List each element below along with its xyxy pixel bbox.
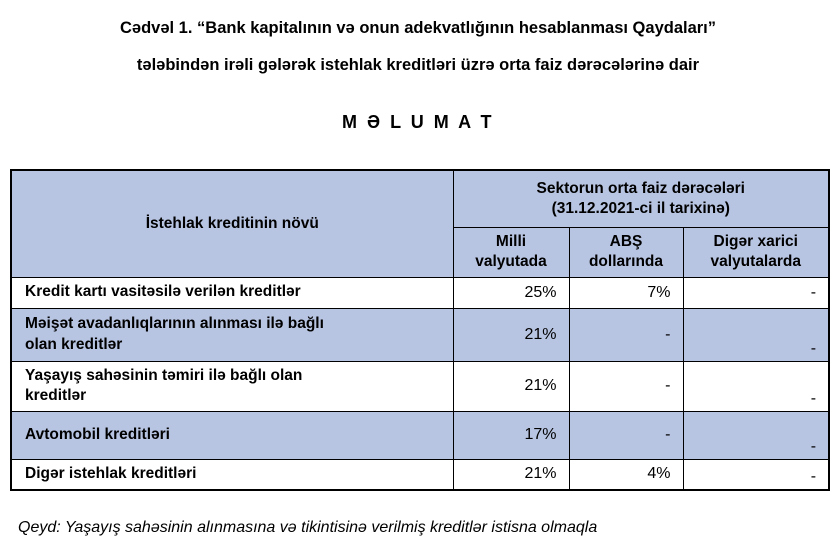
interest-rates-table: İstehlak kreditinin növü Sektorun orta f… [10,169,831,491]
row-label: Yaşayış sahəsinin təmiri ilə bağlı olan … [10,360,454,412]
row-header-cell: İstehlak kreditinin növü [10,169,454,278]
row-label: Kredit kartı vasitəsilə verilən kreditlə… [10,276,454,309]
value-abs-dollarinda: - [568,360,684,412]
value-diger-xarici: - [682,360,830,412]
value-milli-valyutada: 17% [452,410,570,460]
value-milli-valyutada: 21% [452,360,570,412]
table-row: Digər istehlak kreditləri 21% 4% - [10,458,830,491]
title-line-1: Cədvəl 1. “Bank kapitalının və onun adek… [119,19,717,37]
column-header-abs-dollarinda: ABŞ dollarında [568,226,684,278]
table-row: Məişət avadanlıqlarının alınması ilə bağ… [10,307,830,362]
table-row: Yaşayış sahəsinin təmiri ilə bağlı olan … [10,360,830,412]
value-abs-dollarinda: - [568,410,684,460]
value-diger-xarici: - [682,307,830,362]
value-abs-dollarinda: 7% [568,276,684,309]
value-milli-valyutada: 21% [452,458,570,491]
title-line-2: tələbindən irəli gələrək istehlak kredit… [136,56,700,74]
footnote-text: Qeyd: Yaşayış sahəsinin alınmasına və ti… [18,519,598,536]
row-label: Məişət avadanlıqlarının alınması ilə bağ… [10,307,454,362]
value-abs-dollarinda: - [568,307,684,362]
column-header-diger-xarici: Digər xarici valyutalarda [682,226,830,278]
table-header: İstehlak kreditinin növü Sektorun orta f… [10,169,830,278]
group-header-cell: Sektorun orta faiz dərəcələri (31.12.202… [452,169,830,228]
value-diger-xarici: - [682,410,830,460]
column-header-milli-valyutada: Milli valyutada [452,226,570,278]
value-milli-valyutada: 25% [452,276,570,309]
value-diger-xarici: - [682,276,830,309]
document-title: Cədvəl 1. “Bank kapitalının və onun adek… [0,0,836,84]
row-label: Avtomobil kreditləri [10,410,454,460]
melumat-heading: M Ə L U M A T [342,112,494,132]
table-row: Avtomobil kreditləri 17% - - [10,410,830,460]
value-milli-valyutada: 21% [452,307,570,362]
value-diger-xarici: - [682,458,830,491]
table-body: Kredit kartı vasitəsilə verilən kreditlə… [10,276,830,491]
row-label: Digər istehlak kreditləri [10,458,454,491]
value-abs-dollarinda: 4% [568,458,684,491]
table-row: Kredit kartı vasitəsilə verilən kreditlə… [10,276,830,309]
